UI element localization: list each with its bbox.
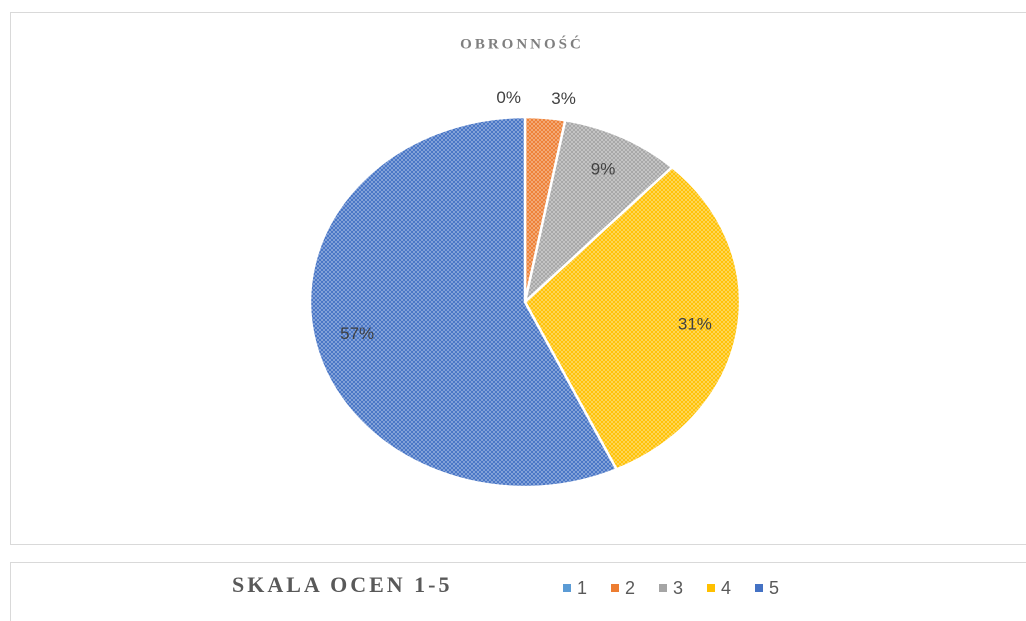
data-label: 3%	[551, 89, 576, 108]
pie-slice	[522, 118, 675, 306]
legend-title: SKALA OCEN 1-5	[232, 572, 452, 597]
chart-title: OBRONNOŚĆ	[460, 35, 584, 52]
legend-label: 3	[673, 578, 683, 598]
legend-label: 5	[769, 578, 779, 598]
legend-marker	[563, 584, 571, 592]
data-label: 9%	[591, 160, 616, 179]
legend-box	[10, 562, 1026, 621]
pie-slice	[523, 165, 742, 471]
legend-marker	[611, 584, 619, 592]
legend-marker	[707, 584, 715, 592]
data-label: 31%	[678, 315, 712, 334]
data-label: 0%	[496, 88, 521, 107]
legend-label: 1	[577, 578, 587, 598]
pie-slice	[308, 115, 619, 489]
legend-label: 2	[625, 578, 635, 598]
legend-marker	[755, 584, 763, 592]
data-label: 57%	[340, 324, 374, 343]
legend-marker	[659, 584, 667, 592]
legend-label: 4	[721, 578, 731, 598]
